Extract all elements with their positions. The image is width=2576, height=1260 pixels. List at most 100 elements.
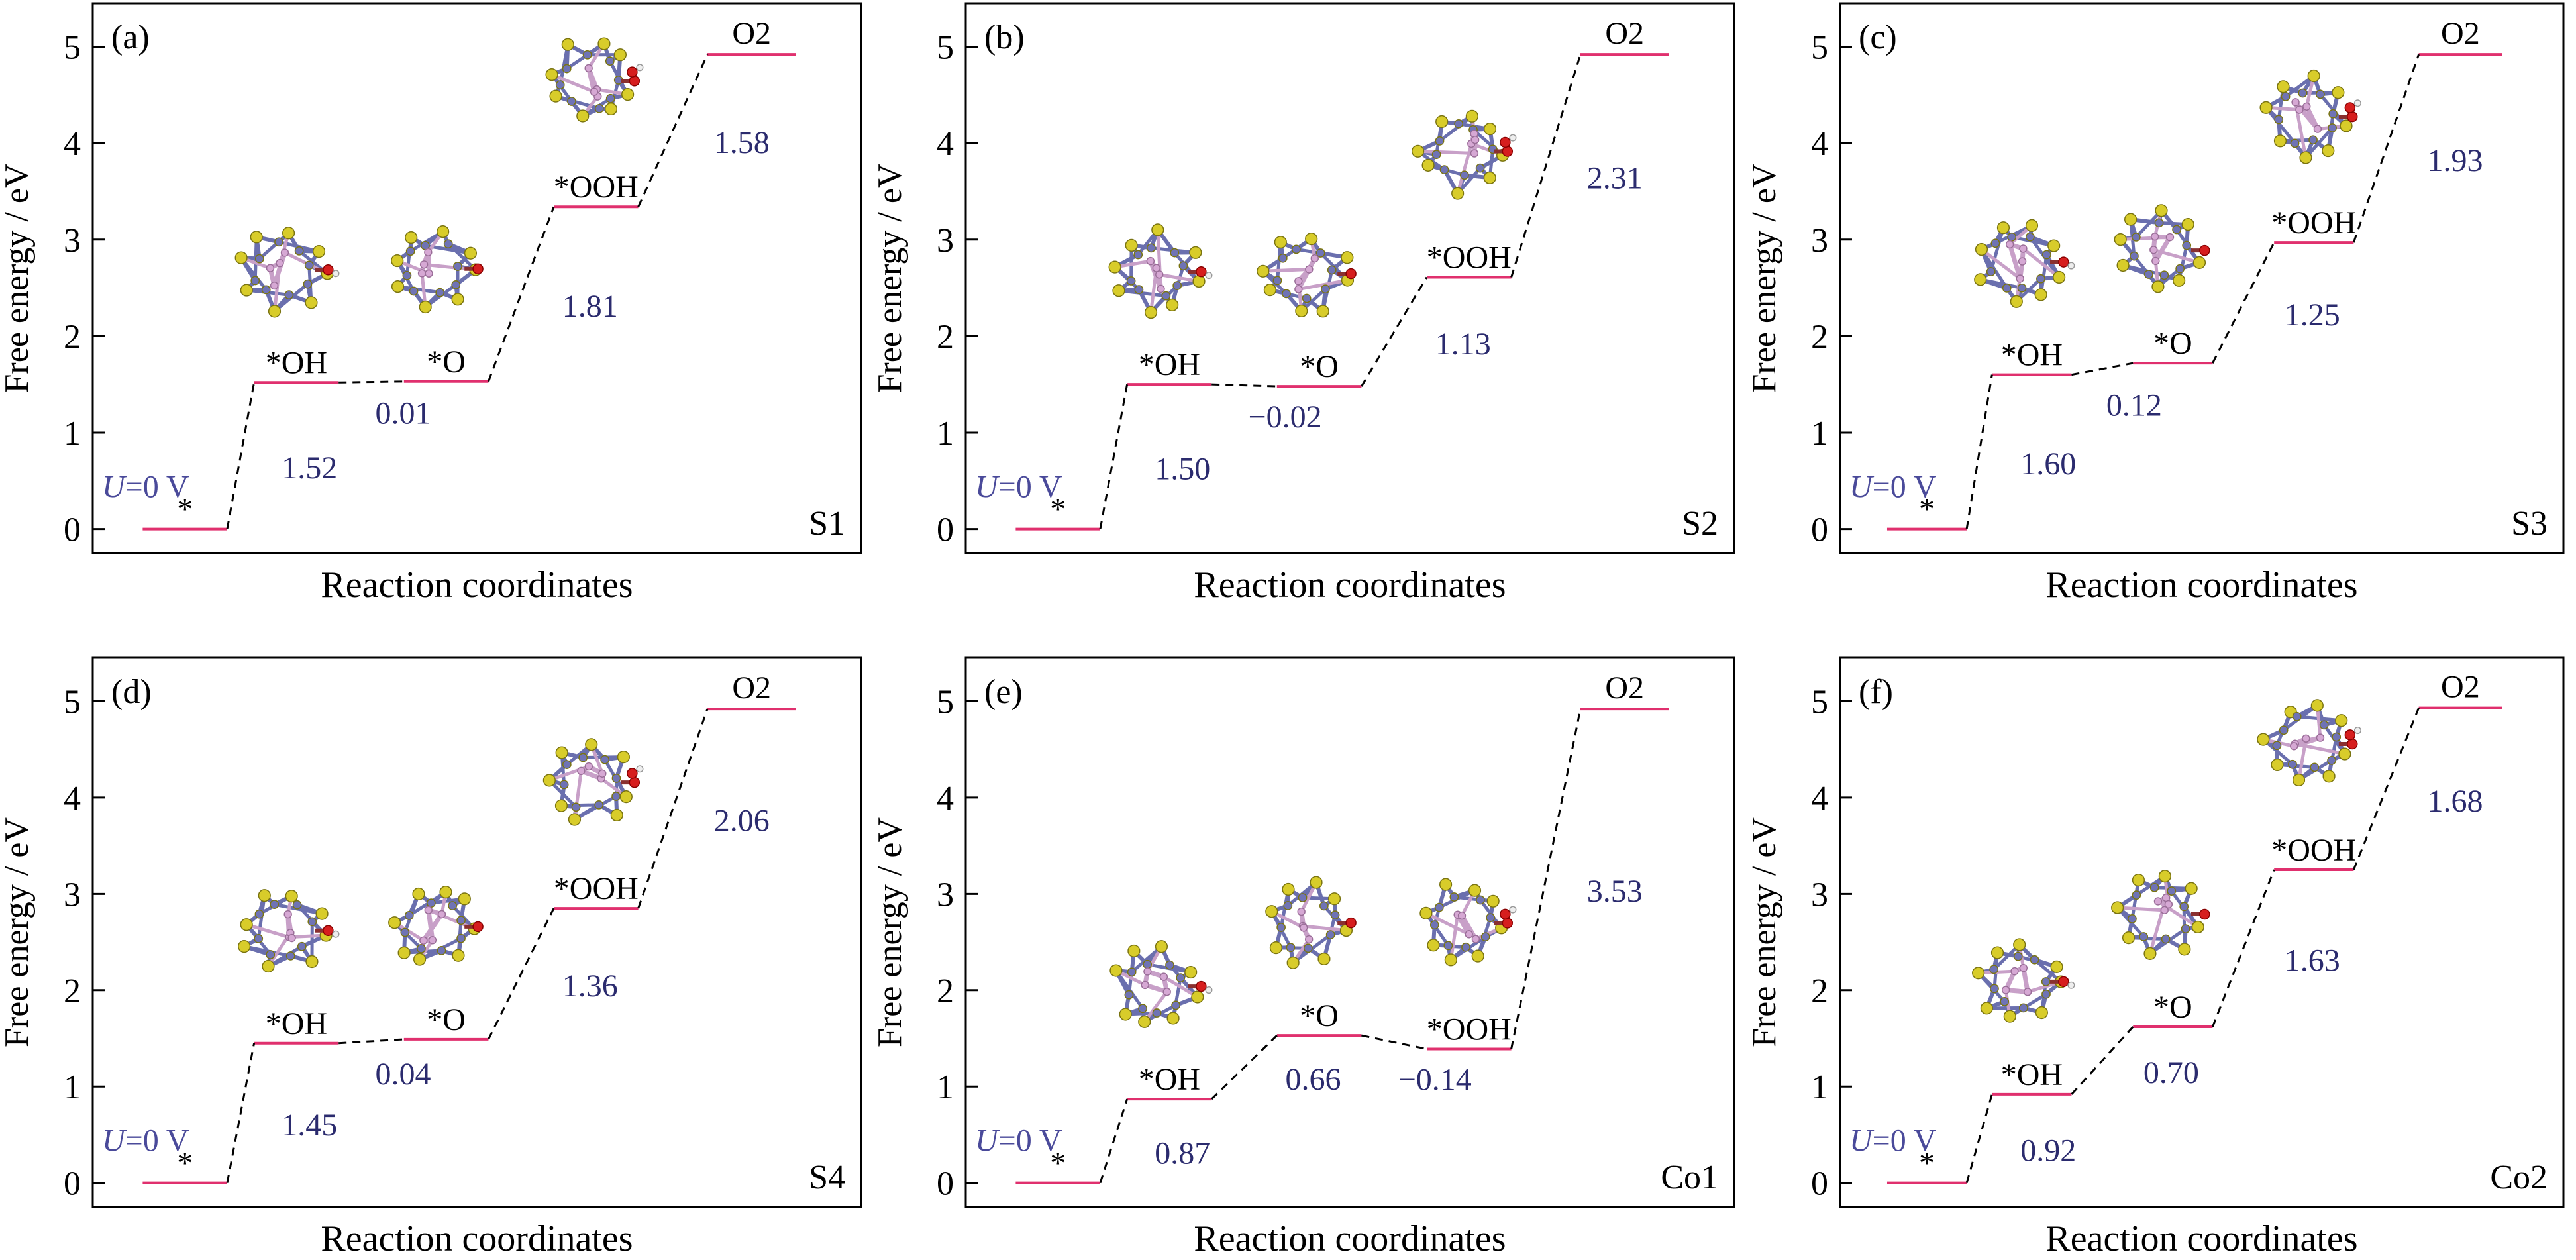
atom-oxygen bbox=[1196, 266, 1207, 278]
atom-metal bbox=[2181, 924, 2190, 933]
plot-frame bbox=[1839, 656, 2565, 1208]
adsorbate-structure-O bbox=[388, 886, 484, 966]
cluster-bond bbox=[1302, 924, 1347, 933]
atom-metal bbox=[2288, 759, 2297, 769]
adsorbate-structure-OOH bbox=[1419, 878, 1517, 967]
y-tick-label: 4 bbox=[1811, 125, 1828, 163]
atom-sulfur bbox=[1341, 251, 1354, 264]
potential-var: U bbox=[975, 470, 1000, 505]
delta-energy-label: 1.58 bbox=[714, 125, 770, 160]
atom-metal bbox=[1990, 238, 2000, 248]
adsorbate-structure-OH bbox=[1972, 938, 2075, 1023]
atom-sulfur bbox=[1305, 232, 1318, 246]
adsorbate-structure-OOH bbox=[2259, 69, 2361, 164]
atom-sulfur bbox=[2292, 773, 2306, 787]
atom-sulfur bbox=[1421, 158, 1435, 172]
atom-sulfur bbox=[2151, 280, 2165, 293]
atom-core bbox=[598, 769, 607, 778]
y-tick-label: 0 bbox=[1811, 1165, 1828, 1203]
y-tick-label: 0 bbox=[937, 1165, 954, 1203]
atom-sulfur bbox=[2185, 882, 2198, 895]
atom-metal bbox=[2132, 890, 2141, 900]
atom-metal bbox=[1272, 276, 1282, 286]
panel-tag: (b) bbox=[984, 19, 1025, 56]
atom-core bbox=[2151, 256, 2160, 266]
y-axis-label: Free energy / eV bbox=[0, 817, 36, 1047]
plot-frame bbox=[91, 2, 862, 554]
atom-sulfur bbox=[412, 887, 425, 901]
atom-metal bbox=[1298, 893, 1308, 902]
atom-hydrogen bbox=[1509, 134, 1517, 142]
atom-metal bbox=[594, 103, 604, 113]
atom-metal bbox=[1146, 243, 1156, 253]
atom-metal bbox=[2041, 989, 2051, 999]
adsorbate-structure-OOH bbox=[2257, 699, 2361, 787]
adsorbate-structure-O bbox=[1265, 876, 1357, 969]
atom-core bbox=[1465, 930, 1473, 939]
y-tick-label: 2 bbox=[937, 318, 954, 356]
delta-energy-label: −0.14 bbox=[1398, 1062, 1472, 1097]
atom-hydrogen bbox=[332, 930, 340, 938]
atom-sulfur bbox=[2122, 931, 2136, 945]
atom-sulfur bbox=[1138, 1015, 1151, 1028]
atom-metal bbox=[2161, 934, 2171, 944]
atom-sulfur bbox=[240, 918, 253, 931]
atom-sulfur bbox=[1119, 1008, 1132, 1021]
cluster-bond bbox=[426, 910, 435, 941]
atom-sulfur bbox=[1155, 940, 1168, 953]
atom-metal bbox=[567, 97, 576, 106]
atom-sulfur bbox=[2158, 870, 2171, 883]
atom-metal bbox=[250, 276, 260, 286]
step-label: * bbox=[1919, 492, 1935, 527]
atom-sulfur bbox=[282, 227, 295, 240]
atom-metal bbox=[571, 802, 581, 812]
atom-sulfur bbox=[1257, 264, 1270, 278]
step-label: *OH bbox=[1139, 1062, 1200, 1097]
atom-metal bbox=[1302, 293, 1312, 303]
cluster-bond bbox=[1296, 257, 1317, 291]
atom-metal bbox=[1476, 895, 1485, 905]
cluster-bond bbox=[246, 923, 293, 940]
delta-energy-label: −0.02 bbox=[1249, 399, 1322, 435]
delta-energy-label: 3.53 bbox=[1587, 874, 1643, 909]
atom-oxygen bbox=[1196, 980, 1207, 992]
atom-sulfur bbox=[613, 48, 627, 62]
cluster-bond bbox=[2297, 738, 2308, 780]
atom-metal bbox=[2030, 955, 2039, 965]
panel-tag: (f) bbox=[1859, 673, 1893, 711]
cluster-bond bbox=[1162, 975, 1199, 999]
energy-connector bbox=[226, 382, 256, 529]
potential-rest: =0 V bbox=[1873, 470, 1937, 505]
step-label: O2 bbox=[2441, 16, 2480, 51]
atom-metal bbox=[2316, 89, 2325, 99]
y-tick-label: 4 bbox=[937, 780, 954, 817]
atom-metal bbox=[605, 93, 615, 103]
plot-frame bbox=[1839, 2, 2565, 554]
y-tick-label: 4 bbox=[937, 125, 954, 163]
atom-sulfur bbox=[1439, 878, 1453, 891]
atom-core bbox=[1152, 264, 1161, 272]
atom-sulfur bbox=[2143, 947, 2157, 960]
cluster-bond bbox=[1159, 272, 1200, 284]
atom-sulfur bbox=[1274, 236, 1287, 249]
atom-metal bbox=[448, 901, 458, 911]
atom-oxygen bbox=[1345, 268, 1357, 280]
atom-metal bbox=[559, 780, 569, 790]
atom-sulfur bbox=[568, 813, 582, 826]
atom-sulfur bbox=[1166, 298, 1179, 311]
energy-connector bbox=[2352, 54, 2420, 243]
atom-metal bbox=[2310, 762, 2320, 772]
atom-metal bbox=[404, 910, 414, 920]
atom-sulfur bbox=[2047, 239, 2061, 252]
atom-core bbox=[1143, 967, 1152, 976]
potential-var: U bbox=[1849, 470, 1875, 505]
atom-sulfur bbox=[2114, 233, 2127, 246]
y-tick-label: 5 bbox=[1811, 29, 1828, 67]
atom-sulfur bbox=[619, 790, 633, 804]
atom-sulfur bbox=[1483, 122, 1497, 136]
atom-sulfur bbox=[2277, 80, 2290, 93]
energy-connector bbox=[2071, 1026, 2134, 1095]
atom-metal bbox=[578, 753, 588, 762]
atom-metal bbox=[2018, 1003, 2028, 1013]
